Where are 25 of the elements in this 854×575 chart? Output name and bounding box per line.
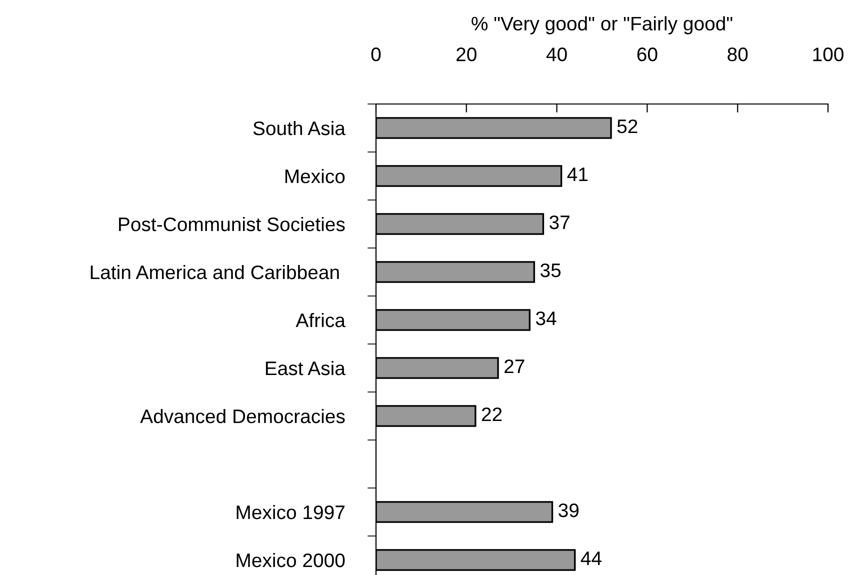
y-tick-label: South Asia (253, 120, 346, 136)
y-tick-label: Africa (296, 312, 346, 328)
x-tick-label: 60 (637, 48, 658, 62)
data-label: 37 (550, 215, 570, 230)
x-tick-label: 0 (371, 48, 381, 62)
x-tick-label: 100 (813, 48, 844, 62)
y-tick-label: East Asia (266, 360, 346, 376)
data-label: 39 (558, 503, 579, 518)
y-tick-label: Mexico 1997 (236, 504, 344, 520)
y-tick-label: Mexico 2000 (236, 552, 345, 568)
y-tick-label: Mexico (285, 168, 345, 184)
data-label: 34 (536, 311, 556, 326)
data-label: 27 (504, 359, 524, 374)
data-label: 52 (617, 119, 638, 134)
data-label: 22 (482, 407, 502, 422)
data-label: 41 (567, 168, 588, 182)
y-tick-label: Post-Communist Societies (119, 216, 345, 232)
x-tick-label: 40 (546, 48, 567, 62)
x-tick-label: 20 (456, 48, 476, 62)
y-tick-label: Latin America and Caribbean (90, 264, 339, 280)
x-axis-title: % "Very good" or "Fairly good" (472, 16, 732, 34)
x-tick-label: 80 (728, 48, 748, 62)
data-label: 35 (540, 263, 561, 278)
data-label: 44 (580, 552, 602, 566)
y-tick-label: Advanced Democracies (140, 408, 345, 424)
